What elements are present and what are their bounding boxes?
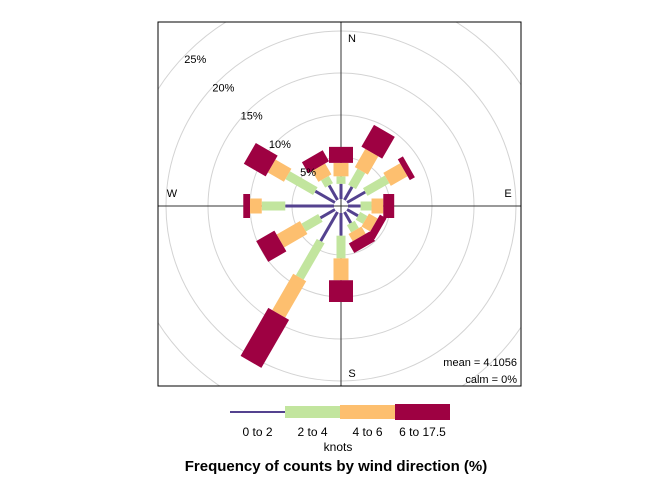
paddle <box>301 214 323 232</box>
legend-swatch <box>340 405 395 419</box>
legend-label: 4 to 6 <box>352 425 382 439</box>
paddle <box>367 214 387 240</box>
paddle <box>343 186 354 201</box>
paddle <box>295 238 325 280</box>
paddle <box>301 150 329 174</box>
paddle <box>319 208 336 220</box>
paddle <box>343 211 353 224</box>
paddle <box>361 213 378 232</box>
annotation: calm = 0% <box>465 374 517 386</box>
paddle <box>383 163 408 186</box>
paddle <box>319 211 339 242</box>
paddle <box>261 201 286 211</box>
compass-label: E <box>504 188 511 200</box>
chart-title: Frequency of counts by wind direction (%… <box>185 458 488 475</box>
paddle <box>333 162 349 177</box>
paddle <box>397 156 415 181</box>
legend-swatch <box>285 406 340 418</box>
r-tick-label: 20% <box>212 82 234 94</box>
paddle <box>362 175 390 196</box>
paddle <box>383 194 395 218</box>
paddle <box>285 171 318 196</box>
paddle <box>346 190 366 204</box>
paddle <box>355 211 368 224</box>
legend-label: 0 to 2 <box>242 425 272 439</box>
paddle <box>360 201 372 211</box>
paddle <box>267 159 292 182</box>
paddle <box>333 258 349 281</box>
r-tick-label: 10% <box>269 139 291 151</box>
paddle <box>314 189 336 204</box>
paddle <box>339 213 343 236</box>
paddle <box>371 198 384 214</box>
plot-area <box>158 22 521 386</box>
paddle <box>285 204 334 208</box>
paddle <box>321 175 333 188</box>
paddle <box>361 124 395 159</box>
legend-swatch <box>230 411 285 413</box>
legend-label: 2 to 4 <box>297 425 327 439</box>
paddle <box>250 198 262 214</box>
r-tick-label: 5% <box>300 167 316 179</box>
paddle <box>243 142 278 177</box>
paddle <box>336 235 346 259</box>
legend-swatch <box>395 404 450 420</box>
paddle <box>336 176 346 184</box>
paddle <box>240 307 290 368</box>
paddle <box>348 168 366 190</box>
paddle <box>243 194 250 218</box>
compass-label: S <box>348 368 355 380</box>
paddle <box>256 230 287 262</box>
paddle <box>329 280 353 303</box>
r-tick-label: 25% <box>184 54 206 66</box>
paddle <box>272 273 307 318</box>
paddle <box>327 184 339 201</box>
paddle <box>348 226 366 242</box>
legend-title: knots <box>324 440 353 454</box>
paddle <box>346 220 359 233</box>
r-tick-label: 15% <box>241 111 263 123</box>
paddle <box>348 204 361 208</box>
paddle <box>348 231 376 253</box>
paddle <box>329 146 353 163</box>
annotation: mean = 4.1056 <box>443 357 517 369</box>
compass-label: N <box>348 33 356 45</box>
paddle <box>346 208 359 218</box>
plot-frame <box>157 21 522 387</box>
legend-label: 6 to 17.5 <box>399 425 446 439</box>
paddle <box>339 183 343 199</box>
paddle <box>276 221 308 248</box>
paddle <box>354 148 379 175</box>
paddle <box>312 163 332 182</box>
compass-label: W <box>167 188 178 200</box>
